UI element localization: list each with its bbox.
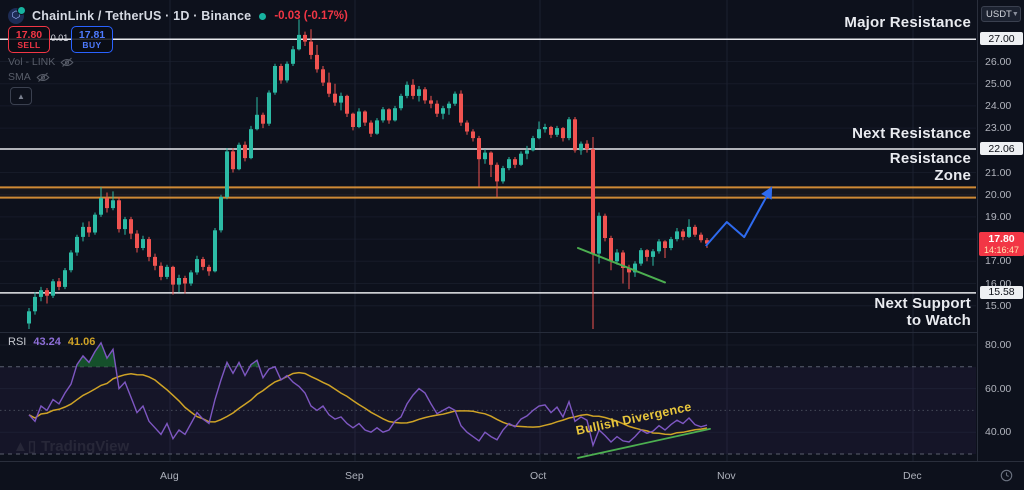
price-scale-axis[interactable]: USDT ▼ 27.00 26.00 25.00 24.00 23.00 21.00 20.… [977, 0, 1024, 461]
next-support-annotation: Next Support to Watch [874, 295, 971, 329]
symbol-title[interactable]: ChainLink / TetherUS · 1D · Binance [32, 9, 252, 23]
pane-separator[interactable] [0, 332, 1024, 333]
countdown: 14:16:47 [983, 244, 1020, 255]
resistance-zone-line2: Zone [934, 166, 971, 184]
market-status-dot-icon [259, 12, 267, 20]
eye-hidden-icon[interactable] [36, 72, 50, 83]
sma-indicator-row: SMA [8, 71, 50, 83]
next-resistance-annotation: Next Resistance [852, 125, 971, 142]
resistance-zone-annotation: Resistance Zone [889, 150, 971, 184]
last-price-badge: 17.80 14:16:47 [979, 231, 1024, 256]
price-chart[interactable] [0, 0, 976, 461]
price-level-badge: 22.06 [980, 142, 1023, 155]
collapse-pane-button[interactable]: ▲ [10, 87, 32, 105]
last-price: 17.80 [988, 232, 1015, 245]
rsi-value: 43.24 [33, 336, 61, 348]
month-label: Oct [530, 470, 547, 482]
buy-label: BUY [82, 39, 102, 50]
volume-indicator-label: Vol - LINK [8, 56, 56, 68]
chevron-down-icon: ▼ [1011, 10, 1019, 18]
next-support-line2: to Watch [906, 311, 971, 329]
price-level-badge: 27.00 [980, 32, 1023, 46]
month-label: Nov [717, 470, 736, 482]
price-tick: 26.00 [985, 55, 1012, 68]
price-tick: 21.00 [985, 166, 1012, 179]
rsi-legend: RSI 43.24 41.06 [8, 336, 95, 348]
price-tick: 15.00 [985, 299, 1012, 312]
major-resistance-annotation: Major Resistance [844, 14, 971, 31]
currency-unit-button[interactable]: USDT ▼ [981, 6, 1021, 22]
month-label: Dec [903, 470, 922, 482]
price-tick: 20.00 [985, 188, 1012, 201]
timezone-clock-icon[interactable] [1000, 469, 1013, 487]
rsi-tick: 80.00 [985, 339, 1012, 351]
rsi-indicator-name[interactable]: RSI [8, 336, 27, 348]
symbol-header: ⬡ ChainLink / TetherUS · 1D · Binance -0… [8, 6, 348, 24]
price-tick: 25.00 [985, 77, 1012, 90]
next-support-line1: Next Support [874, 295, 971, 312]
volume-indicator-row: Vol - LINK [8, 56, 74, 68]
tradingview-logo-icon: ▲▯ [13, 438, 37, 455]
chainlink-logo-icon: ⬡ [8, 6, 26, 24]
buy-price: 17.81 [78, 28, 106, 41]
tradingview-watermark: ▲▯ TradingView [13, 437, 130, 456]
sell-button[interactable]: 17.80 SELL [8, 26, 50, 53]
eye-hidden-icon[interactable] [60, 57, 74, 68]
month-label: Sep [345, 470, 364, 482]
month-label: Aug [160, 470, 179, 482]
resistance-zone-line1: Resistance [889, 150, 971, 167]
price-tick: 19.00 [985, 210, 1012, 223]
rsi-tick: 40.00 [985, 426, 1012, 439]
price-level-badge: 15.58 [980, 285, 1023, 299]
price-tick: 23.00 [985, 122, 1012, 135]
spread-value: 0.01 [50, 33, 69, 43]
price-change: -0.03 (-0.17%) [274, 10, 348, 22]
time-axis[interactable]: Aug Sep Oct Nov Dec [0, 461, 1024, 490]
rsi-tick: 60.00 [985, 382, 1012, 395]
rsi-ma-value: 41.06 [67, 336, 96, 348]
price-tick: 24.00 [985, 99, 1012, 112]
sma-indicator-label: SMA [8, 71, 31, 83]
sell-label: SELL [17, 39, 41, 50]
sell-price: 17.80 [15, 28, 43, 41]
price-tick: 17.00 [985, 255, 1012, 268]
currency-label: USDT [986, 8, 1012, 20]
buy-button[interactable]: 17.81 BUY [71, 26, 113, 53]
